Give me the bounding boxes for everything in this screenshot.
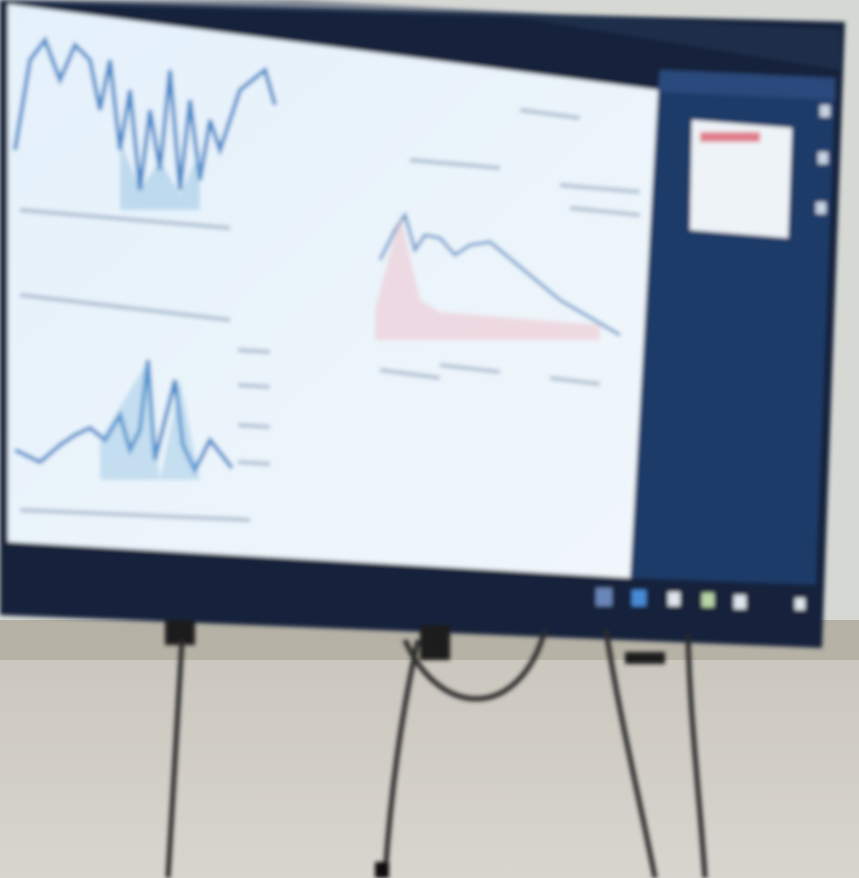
text-line xyxy=(238,425,270,427)
body xyxy=(0,0,859,878)
panel-icon xyxy=(820,105,830,117)
page: Monitor photo {} html, body { margin: 0;… xyxy=(0,0,859,878)
taskbar-icon xyxy=(702,593,714,607)
taskbar-icon xyxy=(596,588,612,606)
cable-clip xyxy=(625,652,665,664)
taskbar-icon xyxy=(795,598,805,610)
panel-icon xyxy=(818,152,828,164)
photo xyxy=(0,0,859,878)
text-line xyxy=(238,462,270,464)
taskbar-icon xyxy=(734,595,746,609)
text-line xyxy=(238,385,270,387)
mount xyxy=(420,625,450,660)
taskbar-icon xyxy=(668,592,680,606)
text-line xyxy=(238,350,270,352)
panel-icon xyxy=(816,202,826,214)
cable-plug xyxy=(375,862,389,878)
taskbar-icon xyxy=(632,590,646,606)
thumbnail-accent xyxy=(700,132,760,142)
